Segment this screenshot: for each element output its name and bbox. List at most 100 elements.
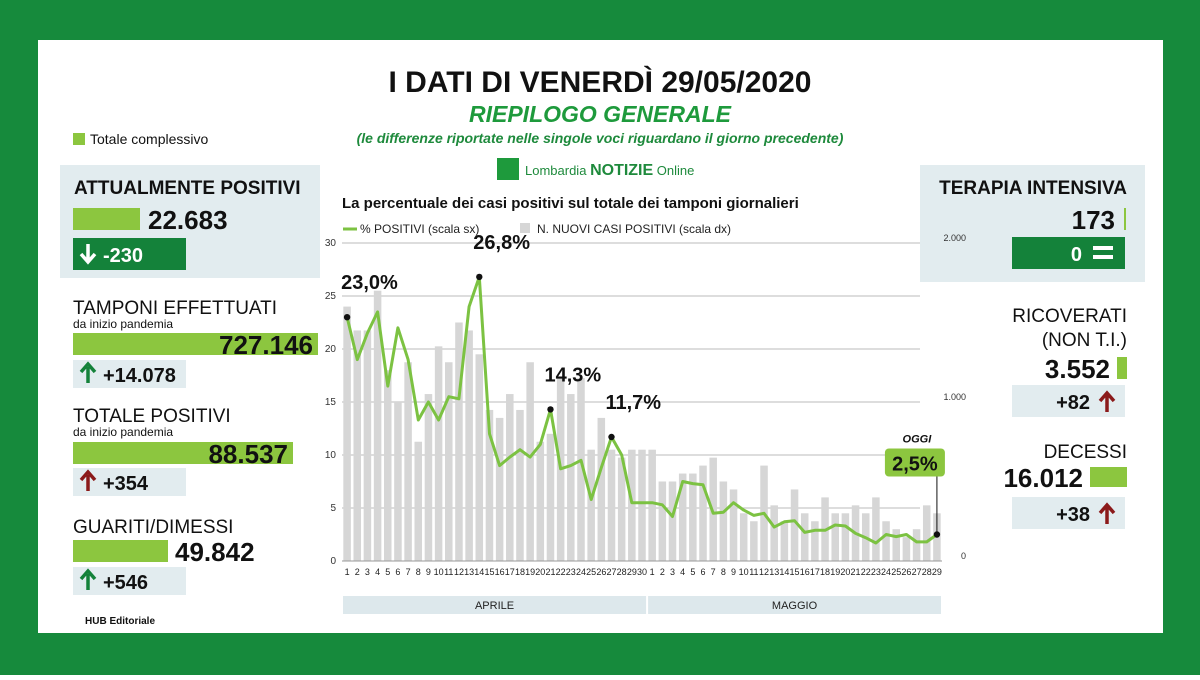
x-tick-label: 30 (637, 567, 647, 577)
bar (577, 378, 585, 561)
value-label: 23,0% (341, 272, 398, 294)
bar-deco (73, 208, 140, 230)
chart: % POSITIVI (scala sx) N. NUOVI CASI POSIT… (325, 222, 966, 614)
y-tick-label: 15 (325, 397, 337, 408)
bar (465, 330, 473, 561)
note: (le differenze riportate nelle singole v… (357, 130, 844, 146)
bar (638, 449, 646, 561)
x-tick-label: 21 (545, 567, 555, 577)
bar (658, 481, 667, 561)
bar (394, 402, 402, 561)
x-tick-label: 20 (840, 567, 850, 577)
value-label: 2,5% (892, 454, 938, 476)
x-tick-label: 12 (454, 567, 464, 577)
bar-deco (1090, 467, 1127, 487)
bar (567, 394, 575, 561)
bar (780, 521, 789, 561)
change: +546 (103, 572, 148, 594)
change: +82 (1056, 392, 1090, 414)
bar (892, 529, 900, 561)
x-tick-label: 17 (505, 567, 515, 577)
bar (790, 489, 799, 561)
x-tick-label: 6 (701, 567, 706, 577)
x-tick-label: 15 (484, 567, 494, 577)
x-tick-label: 20 (535, 567, 545, 577)
month-band (343, 596, 647, 614)
x-tick-label: 24 (576, 567, 586, 577)
x-tick-label: 18 (515, 567, 525, 577)
bar (424, 394, 433, 561)
bar (414, 441, 423, 561)
arrow-down (79, 244, 97, 265)
change: +38 (1056, 504, 1090, 526)
arrow-up (79, 361, 97, 383)
bar-deco (1124, 208, 1126, 230)
x-tick-label: 3 (670, 567, 675, 577)
y-tick-label: 5 (330, 503, 336, 514)
y-tick-label: 25 (325, 291, 337, 302)
label: DECESSI (1044, 442, 1127, 463)
month-band (648, 596, 941, 614)
arrow-up (1098, 390, 1116, 412)
bar (750, 521, 758, 561)
change-box (73, 468, 186, 496)
legend-swatch (73, 133, 85, 145)
x-tick-label: 13 (464, 567, 474, 577)
value-label: 26,8% (473, 232, 530, 254)
bar (597, 417, 606, 561)
logo-part: Online (657, 163, 695, 178)
bar (882, 521, 890, 561)
value: 16.012 (1003, 463, 1083, 493)
label: ATTUALMENTE POSITIVI (74, 178, 301, 199)
x-tick-label: 28 (922, 567, 932, 577)
x-tick-label: 26 (596, 567, 606, 577)
x-tick-label: 16 (495, 567, 505, 577)
equal-sign (1093, 255, 1113, 259)
x-tick-label: 25 (891, 567, 901, 577)
value: 173 (1072, 205, 1115, 235)
bar (719, 481, 728, 561)
x-tick-label: 23 (566, 567, 576, 577)
bar (475, 354, 484, 561)
bar (841, 513, 850, 561)
logo-icon (497, 158, 519, 180)
x-tick-label: 6 (395, 567, 400, 577)
bar (739, 513, 748, 561)
x-tick-label: 23 (871, 567, 881, 577)
x-tick-label: 5 (385, 567, 390, 577)
x-tick-label: 2 (660, 567, 665, 577)
x-tick-label: 19 (525, 567, 535, 577)
x-tick-label: 21 (851, 567, 861, 577)
bar (800, 513, 809, 561)
x-tick-label: 27 (912, 567, 922, 577)
x-tick-label: 28 (617, 567, 627, 577)
equal-sign (1093, 246, 1113, 250)
x-tick-label: 9 (426, 567, 431, 577)
bar (353, 330, 362, 561)
x-tick-label: 29 (932, 567, 942, 577)
label: GUARITI/DIMESSI (73, 517, 233, 538)
bar (922, 505, 931, 561)
arrow-up (1098, 502, 1116, 524)
x-tick-label: 11 (749, 567, 758, 577)
y2-tick-label: 0 (961, 551, 966, 561)
label-box (884, 448, 945, 477)
y-tick-label: 20 (325, 344, 337, 355)
x-tick-label: 2 (355, 567, 360, 577)
bar-deco (73, 540, 168, 562)
bar (902, 537, 911, 561)
legend-label: % POSITIVI (scala sx) (360, 222, 479, 236)
bar-deco (73, 333, 318, 355)
bar (506, 394, 514, 561)
x-tick-label: 4 (680, 567, 685, 577)
value: 3.552 (1045, 354, 1110, 384)
legend-text: Totale complessivo (90, 131, 208, 147)
change-box (73, 567, 186, 595)
bar (516, 409, 524, 561)
x-tick-label: 22 (556, 567, 566, 577)
x-tick-label: 8 (416, 567, 421, 577)
x-tick-label: 1 (650, 567, 655, 577)
bar (363, 330, 372, 561)
change: +14.078 (103, 365, 176, 387)
